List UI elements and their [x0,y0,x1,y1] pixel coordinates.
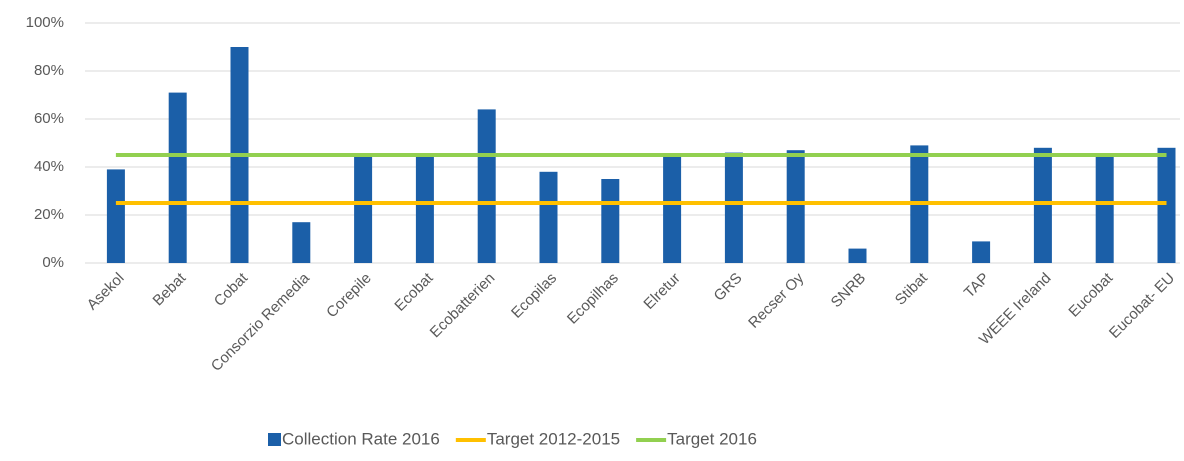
legend-label: Collection Rate 2016 [282,429,440,448]
x-tick-label: Ecobatterien [427,270,499,342]
legend: Collection Rate 2016 Target 2012-2015 Targ… [268,429,757,448]
y-tick-label: 80% [34,62,64,79]
x-tick-label: Cobat [211,269,252,310]
bar [292,222,311,263]
x-tick-label: Eucobat [1065,269,1117,321]
x-tick-label: Elretur [640,270,683,313]
bar [168,92,187,263]
bar [539,171,558,263]
bar [848,248,867,263]
x-tick-label: GRS [711,270,746,305]
x-tick-label: Ecopilas [508,270,560,322]
bar [1095,155,1114,263]
legend-swatch [268,433,281,446]
bar [724,152,743,263]
bar [601,179,620,263]
bar [477,109,496,264]
legend-item: Collection Rate 2016 [268,429,440,448]
legend-item: Target 2016 [636,429,757,448]
x-tick-label: Bebat [150,269,190,309]
x-tick-label: TAP [961,270,993,302]
x-tick-label: Ecopilhas [564,270,622,328]
legend-item: Target 2012-2015 [455,429,620,448]
y-tick-label: 20% [34,206,64,223]
x-tick-label: Ecobat [391,269,437,315]
legend-label: Target 2012-2015 [487,429,620,448]
y-tick-label: 100% [26,14,64,31]
bar [1033,147,1052,263]
bar [1157,147,1176,263]
bar [354,155,373,263]
bar [972,241,991,263]
bar [106,169,125,263]
x-tick-label: Recser Oy [745,269,807,331]
bar [786,150,805,263]
legend-label: Target 2016 [667,429,757,448]
x-tick-label: SNRB [828,270,869,311]
x-tick-label: Asekol [84,270,128,314]
x-tick-label: Eucobat- EU [1106,270,1178,342]
y-tick-label: 0% [42,254,64,271]
y-tick-label: 40% [34,158,64,175]
y-tick-label: 60% [34,110,64,127]
bar [415,155,434,263]
x-tick-label: Corepile [323,270,375,322]
bar [663,155,682,263]
x-tick-label: Stibat [892,269,932,309]
